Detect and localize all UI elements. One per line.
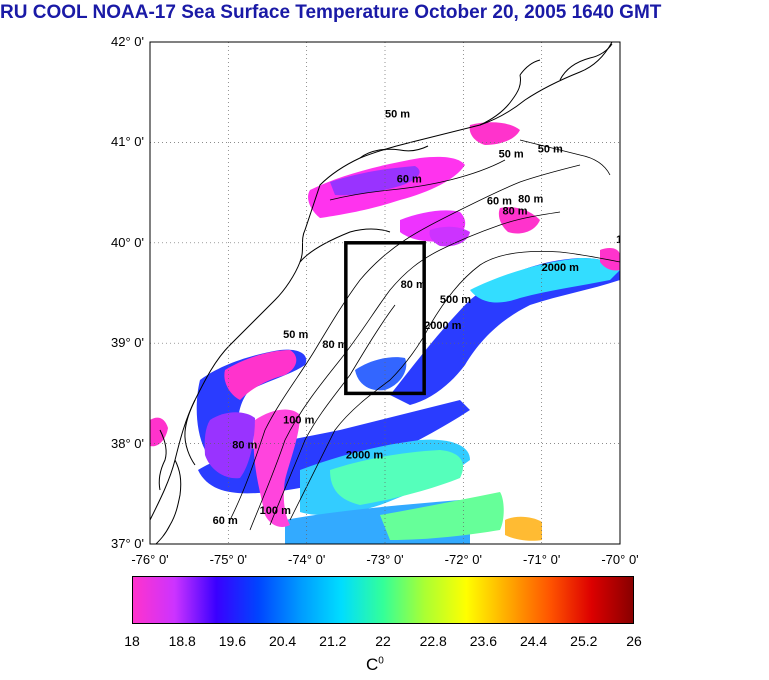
contour-label: 80 m xyxy=(232,440,257,452)
colorbar-tick-label: 26 xyxy=(626,633,642,649)
contour-label: 100 m xyxy=(283,415,314,427)
contour-label: 80 m xyxy=(401,279,426,291)
contour-label: 50 m xyxy=(538,143,563,155)
colorbar-tick-label: 21.2 xyxy=(319,633,347,649)
contour-label: 60 m xyxy=(397,174,422,186)
colorbar-tick-label: 18 xyxy=(124,633,140,649)
contour-label: 2000 m xyxy=(346,450,384,462)
lat-tick-label: 38° 0' xyxy=(111,435,144,451)
sst-patch-northeast2 xyxy=(498,207,540,234)
colorbar-tick-label: 19.6 xyxy=(218,633,247,649)
sst-patch-far-east xyxy=(600,248,620,271)
contour-label: 50 m xyxy=(283,329,308,341)
contour-label: 500 m xyxy=(440,294,471,306)
colorbar-tick-label: 23.6 xyxy=(469,633,498,649)
lat-tick-label: 39° 0' xyxy=(111,335,144,351)
sst-patch-pink-west xyxy=(224,350,297,400)
sst-patch-pink-south xyxy=(253,409,300,527)
colorbar-tick-label: 20.4 xyxy=(268,633,297,649)
colorbar-tick-label: 24.4 xyxy=(519,633,548,649)
contour-label: 60 m xyxy=(487,196,512,208)
contour-label: 50 m xyxy=(499,148,524,160)
page-title: RU COOL NOAA-17 Sea Surface Temperature … xyxy=(0,2,662,23)
lon-tick-label: -76° 0' xyxy=(131,552,169,567)
sst-patch-northeast xyxy=(469,122,520,145)
unit-base: C xyxy=(366,655,379,674)
map-frame xyxy=(149,41,621,545)
lat-tick-label: 40° 0' xyxy=(111,234,144,250)
sst-patch-north-violet xyxy=(330,166,420,196)
colorbar xyxy=(132,576,634,624)
lat-tick-label: 41° 0' xyxy=(111,134,144,150)
lon-tick-label: -75° 0' xyxy=(209,552,247,567)
colorbar-tick-label: 25.2 xyxy=(570,633,598,649)
colorbar-tick-label: 22.8 xyxy=(419,633,447,649)
lon-tick-label: -73° 0' xyxy=(366,552,404,567)
lon-tick-label: -72° 0' xyxy=(444,552,482,567)
contour-north xyxy=(329,159,506,201)
sst-patch-main-slope xyxy=(390,258,620,405)
contour-label: 50 m xyxy=(385,108,410,120)
contour-northeast xyxy=(519,139,611,176)
lon-tick-label: -74° 0' xyxy=(288,552,326,567)
lon-tick-label: -71° 0' xyxy=(523,552,561,567)
contour-label: 80 m xyxy=(518,194,543,206)
study-area-box xyxy=(344,241,426,396)
sst-patch-violet xyxy=(204,412,255,479)
contour-label: 60 m xyxy=(213,515,238,527)
sst-patch-cyan-slope xyxy=(470,258,620,303)
lon-tick-label: -70° 0' xyxy=(601,552,639,567)
contour-label: 2000 m xyxy=(542,262,580,274)
sst-patch-mid-blue xyxy=(355,357,407,391)
lat-tick-label: 42° 0' xyxy=(111,34,144,49)
unit-sup: 0 xyxy=(378,655,384,667)
contour-label: 100 m xyxy=(260,505,291,517)
contour-100m xyxy=(269,304,396,526)
colorbar-tick-label: 22 xyxy=(375,633,391,649)
coastline xyxy=(150,42,613,544)
contour-label: 80 m xyxy=(322,339,347,351)
contour-80m xyxy=(249,211,561,531)
contour-label: 2000 m xyxy=(424,320,462,332)
contour-label: 13 xyxy=(616,234,628,246)
colorbar-unit-label: C0 xyxy=(366,655,384,675)
colorbar-tick-label: 18.8 xyxy=(168,633,196,649)
bathymetry-contours xyxy=(229,139,620,531)
contour-50m xyxy=(229,164,581,521)
sst-patches xyxy=(150,122,620,544)
contour-label: 80 m xyxy=(503,206,528,218)
lat-tick-label: 37° 0' xyxy=(111,536,144,551)
sst-patch-bottom-green xyxy=(380,492,504,540)
sst-patch-nearbox xyxy=(429,226,470,247)
contour-2000m xyxy=(289,250,620,521)
sst-patch-south-green xyxy=(330,450,464,505)
sst-patch-bottom-warm xyxy=(505,516,542,541)
